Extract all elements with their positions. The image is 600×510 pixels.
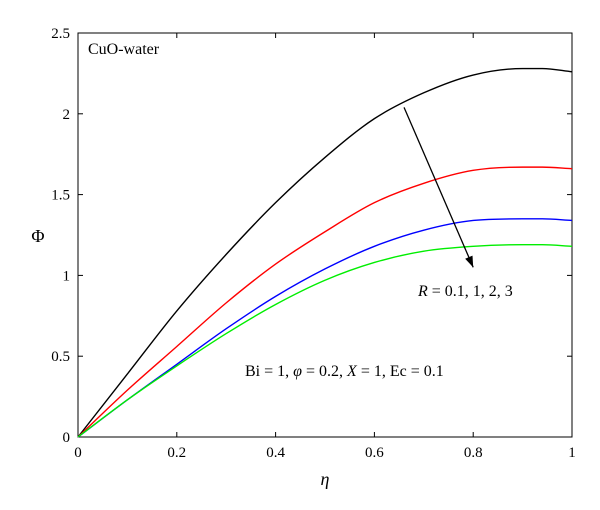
x-tick-label: 0: [74, 445, 82, 461]
x-tick-label: 0.2: [167, 445, 186, 461]
corner-label: CuO-water: [88, 41, 160, 58]
parameter-label-part: = 1, Ec = 0.1: [357, 363, 444, 380]
series-line-4: [77, 243, 573, 438]
series-line-2: [77, 166, 573, 438]
plot-frame: [77, 32, 573, 438]
trend-arrow: [403, 107, 474, 268]
series-line-3: [77, 218, 573, 438]
y-tick-label: 0.5: [51, 349, 70, 365]
y-axis-label: Φ: [31, 226, 44, 246]
annotations: CuO-water R = 0.1, 1, 2, 3 Bi = 1, φ = 0.2…: [88, 41, 513, 380]
parameter-label: Bi = 1, φ = 0.2, X = 1, Ec = 0.1: [245, 363, 444, 380]
y-tick-label: 0: [63, 430, 71, 446]
parameter-label-part: Bi = 1,: [245, 363, 293, 380]
y-tick-label: 2: [63, 107, 71, 123]
trend-label-values: = 0.1, 1, 2, 3: [428, 283, 513, 300]
x-tick-label: 0.4: [266, 445, 285, 461]
trend-arrowhead: [465, 255, 474, 268]
parameter-label-part: = 0.2,: [302, 363, 347, 380]
y-tick-label: 1: [63, 268, 71, 284]
x-tick-label: 0.8: [464, 445, 483, 461]
y-tick-label: 2.5: [51, 26, 70, 42]
series-line-1: [77, 67, 573, 438]
trend-label-var: R: [417, 283, 428, 300]
axis-ticks: 0 0.2 0.4 0.6 0.8 1 0 0.5 1 1.5 2 2.5: [51, 26, 576, 461]
trend-label: R = 0.1, 1, 2, 3: [417, 283, 513, 300]
parameter-label-part: φ: [293, 363, 302, 380]
parameter-label-part: X: [346, 363, 358, 380]
series-lines: [77, 67, 573, 438]
x-tick-label: 0.6: [365, 445, 384, 461]
x-axis-label: η: [321, 469, 330, 489]
y-tick-label: 1.5: [51, 188, 70, 204]
x-tick-label: 1: [568, 445, 576, 461]
